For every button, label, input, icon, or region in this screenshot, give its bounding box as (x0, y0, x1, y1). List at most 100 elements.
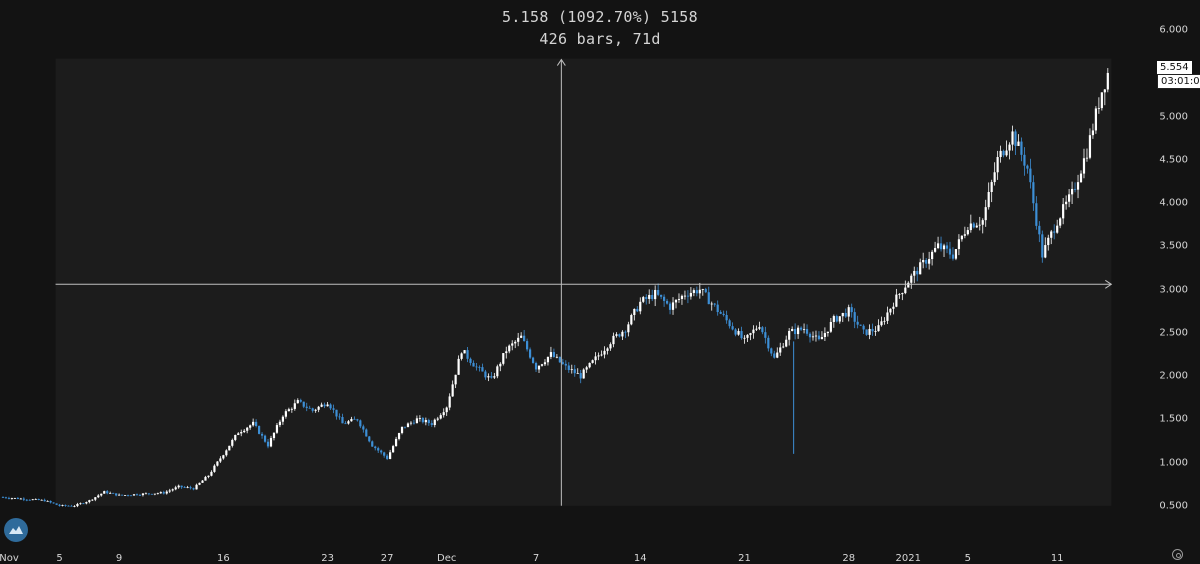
candle-body (624, 331, 627, 333)
candle-body (412, 422, 416, 424)
candle-body (97, 495, 100, 498)
candle-body (123, 495, 127, 496)
candle-body (19, 498, 22, 500)
candle-body (868, 328, 871, 335)
candle-body (600, 354, 603, 356)
candle-body (805, 329, 809, 334)
candle-body (594, 356, 597, 361)
candle-body (445, 407, 448, 413)
candle-body (993, 172, 996, 183)
candle-body (996, 157, 999, 173)
candle-body (674, 299, 678, 303)
candle-body (207, 475, 210, 477)
candle-body (531, 357, 535, 363)
candle-body (648, 294, 651, 299)
candle-body (1085, 157, 1089, 159)
measure-bars-duration: 426 bars, 71d (539, 30, 661, 48)
x-tick-label: 9 (115, 553, 123, 564)
y-tick-label: 4.000 (1159, 197, 1188, 209)
candle-body (671, 302, 675, 310)
candle-body (43, 499, 46, 502)
candle-body (779, 347, 782, 353)
candle-body (141, 493, 145, 496)
candle-body (552, 352, 556, 357)
candle-body (329, 404, 332, 409)
candle-body (383, 452, 386, 456)
candle-body (752, 329, 755, 334)
x-tick-label: 23 (321, 553, 334, 564)
candle-body (493, 376, 496, 378)
candle-body (344, 423, 347, 425)
candle-body (67, 505, 70, 507)
candle-body (442, 412, 445, 416)
candle-body (859, 324, 862, 326)
candle-body (228, 445, 231, 451)
candle-body (112, 492, 115, 494)
candle-body (508, 345, 511, 352)
candle-body (1047, 237, 1050, 246)
candle-body (415, 418, 419, 424)
candle-body (347, 421, 350, 424)
candle-body (353, 418, 356, 420)
x-tick-label: Nov (0, 553, 19, 564)
candle-body (31, 499, 34, 501)
candle-body (755, 328, 758, 330)
last-price-label: 5.554 (1157, 61, 1192, 74)
candle-body (150, 493, 153, 495)
candle-body (534, 362, 538, 370)
candle-body (34, 499, 37, 500)
candle-body (630, 315, 633, 325)
candle-body (397, 433, 401, 439)
candle-body (1044, 245, 1047, 258)
candle-body (969, 223, 972, 231)
candle-body (377, 448, 380, 451)
candle-body (856, 321, 859, 325)
candle-body (275, 425, 279, 433)
candle-body (1014, 131, 1017, 146)
candle-body (58, 504, 61, 506)
candle-body (421, 418, 424, 423)
candle-body (225, 450, 228, 456)
candle-body (808, 333, 812, 338)
gear-icon[interactable] (1172, 549, 1183, 560)
x-tick-label: 7 (532, 553, 540, 564)
candle-body (579, 373, 582, 379)
candle-body (1023, 154, 1026, 166)
candle-body (132, 494, 136, 496)
bar-countdown-label: 03:01:05 (1157, 74, 1200, 89)
candle-body (799, 327, 803, 330)
candle-body (990, 182, 993, 193)
candle-body (210, 471, 213, 476)
candle-body (895, 294, 898, 307)
candle-body (106, 491, 109, 494)
candle-body (7, 498, 11, 499)
candle-body (728, 320, 731, 327)
candle-body (776, 352, 779, 358)
candle-body (466, 350, 469, 359)
candle-body (546, 356, 550, 363)
candle-body (817, 335, 821, 340)
candle-body (1020, 141, 1023, 155)
candle-body (389, 452, 392, 459)
candle-body (981, 220, 984, 225)
candle-body (1008, 144, 1011, 151)
candle-body (1076, 182, 1080, 190)
candle-body (100, 493, 103, 496)
tradingview-cloud-icon[interactable] (4, 518, 28, 542)
y-tick-label: 5.000 (1159, 111, 1188, 122)
candle-body (469, 358, 472, 363)
candle-body (1062, 204, 1065, 219)
candle-body (957, 239, 961, 250)
candle-body (174, 487, 177, 490)
candle-body (46, 500, 49, 502)
candle-body (260, 433, 264, 436)
candle-body (505, 351, 508, 354)
candle-body (645, 297, 648, 299)
candle-body (362, 426, 365, 430)
y-tick-label: 3.500 (1159, 240, 1188, 252)
candle-body (246, 427, 249, 431)
candle-body (737, 331, 740, 335)
candle-body (216, 461, 219, 466)
candle-body (701, 289, 704, 290)
